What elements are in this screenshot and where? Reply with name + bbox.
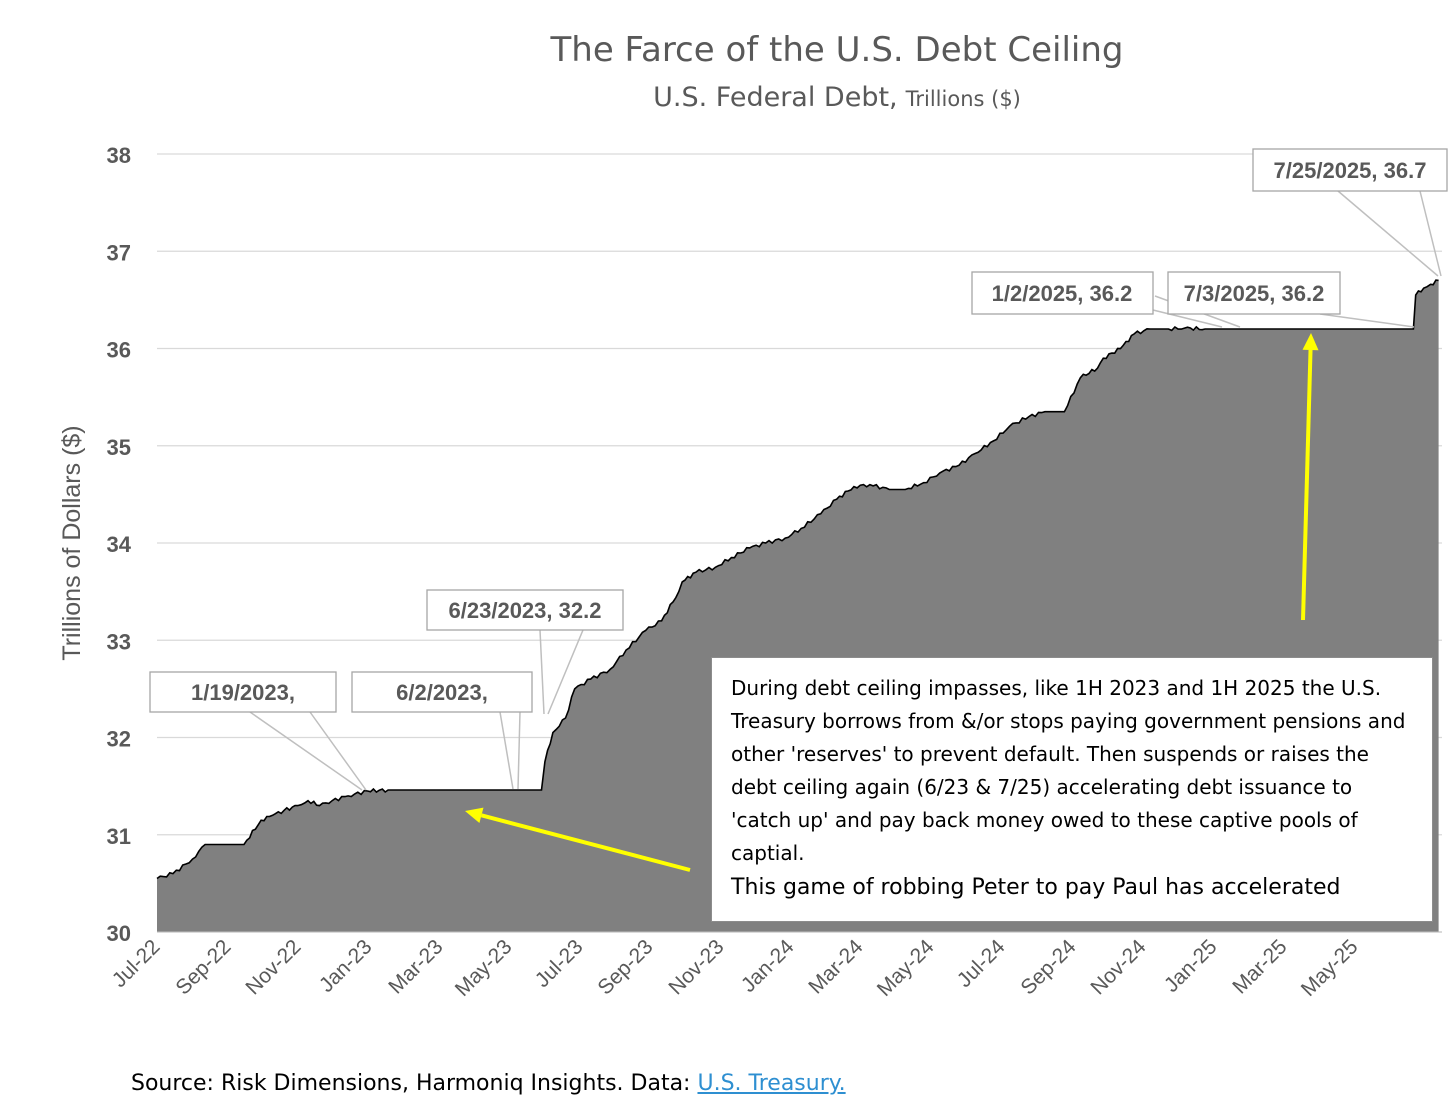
subtitle-main: U.S. Federal Debt, (653, 82, 898, 113)
callouts: 1/19/2023, 6/2/2023, 6/23/2023, 32.2 1/2/20… (149, 148, 1448, 791)
leader-line (499, 711, 514, 790)
treasury-link[interactable]: U.S. Treasury. (697, 1071, 846, 1096)
callout-label: 1/2/2025, 36.2 (992, 281, 1133, 306)
x-tick-label: Jul-24 (953, 935, 1010, 992)
leader-line (539, 629, 545, 715)
x-tick-label: May-25 (1297, 935, 1363, 1001)
x-tick-label: Mar-25 (1228, 935, 1291, 998)
note-footer: This game of robbing Peter to pay Paul h… (731, 875, 1341, 900)
arrow-to-2023-plateau (465, 807, 691, 872)
y-tick-label: 30 (107, 921, 131, 946)
x-tick-label: Jan-25 (1160, 935, 1222, 997)
y-tick-label: 32 (107, 727, 131, 752)
arrow-to-2025-plateau (1301, 333, 1319, 621)
x-tick-label: Jul-23 (531, 935, 588, 992)
leader-line (1319, 313, 1415, 328)
x-tick-label: Nov-24 (1086, 935, 1150, 999)
arrow-head (465, 807, 484, 824)
x-axis: Jul-22 Sep-22 Nov-22 Jan-23 Mar-23 May-23 Jul-… (108, 935, 1363, 1001)
callout-box (149, 671, 337, 713)
x-tick-label: Sep-22 (171, 935, 235, 999)
y-tick-label: 31 (107, 824, 131, 849)
arrow-head (1302, 333, 1319, 351)
y-tick-label: 37 (107, 240, 131, 265)
source-line: Source: Risk Dimensions, Harmoniq Insigh… (131, 1071, 846, 1096)
callout-label: 7/25/2025, 36.7 (1274, 158, 1427, 183)
arrow-shaft (1301, 349, 1313, 621)
callout: 6/23/2023, 32.2 (426, 589, 624, 715)
y-tick-label: 38 (107, 143, 131, 168)
callout: 7/3/2025, 36.2 (1167, 271, 1415, 328)
y-axis: 30 31 32 33 34 35 36 37 38 (107, 143, 132, 946)
y-tick-label: 35 (107, 435, 131, 460)
leader-line (1152, 309, 1223, 328)
x-tick-label: May-23 (451, 935, 517, 1001)
y-axis-label: Trillions of Dollars ($) (58, 425, 86, 660)
callout-label: 6/2/2023, (396, 680, 488, 705)
callout-label: 1/19/2023, (191, 680, 295, 705)
note-body: During debt ceiling impasses, like 1H 20… (731, 676, 1406, 865)
x-tick-label: Mar-23 (384, 935, 447, 998)
leader-line (517, 711, 521, 790)
leader-line (547, 629, 584, 715)
chart-title: The Farce of the U.S. Debt Ceiling (550, 30, 1124, 70)
y-tick-label: 33 (107, 629, 131, 654)
callout-box (1167, 271, 1341, 315)
callout-label: 7/3/2025, 36.2 (1184, 281, 1325, 306)
y-tick-label: 36 (107, 338, 131, 363)
x-tick-label: May-24 (873, 935, 939, 1001)
source-prefix: Source: Risk Dimensions, Harmoniq Insigh… (131, 1071, 698, 1096)
callout: 1/2/2025, 36.2 (971, 271, 1241, 328)
x-tick-label: Mar-24 (804, 935, 868, 999)
x-tick-label: Nov-23 (664, 935, 728, 999)
subtitle-units: Trillions ($) (905, 87, 1021, 111)
x-tick-label: Jan-24 (737, 935, 799, 997)
arrow-shaft (480, 813, 691, 872)
callout: 7/25/2025, 36.7 (1252, 148, 1448, 277)
x-tick-label: Sep-24 (1016, 935, 1080, 999)
callout-box (971, 271, 1154, 315)
callout-box (351, 671, 533, 713)
arrows (465, 333, 1319, 872)
x-tick-label: Sep-23 (593, 935, 657, 999)
leader-line (1419, 190, 1442, 277)
x-tick-label: Nov-22 (241, 935, 305, 999)
x-tick-label: Jan-23 (315, 935, 377, 997)
debt-line (156, 279, 1439, 880)
callout-label: 6/23/2023, 32.2 (449, 598, 602, 623)
callout: 1/19/2023, (149, 671, 367, 791)
callout: 6/2/2023, (351, 671, 533, 790)
leader-line (249, 711, 363, 791)
leader-line (1337, 190, 1439, 277)
annotation-note: During debt ceiling impasses, like 1H 20… (711, 657, 1433, 922)
callout-box (1252, 148, 1448, 192)
leader-line (309, 711, 367, 791)
y-tick-label: 34 (107, 532, 132, 557)
callout-box (426, 589, 624, 631)
chart-subtitle: U.S. Federal Debt, Trillions ($) (653, 82, 1021, 113)
